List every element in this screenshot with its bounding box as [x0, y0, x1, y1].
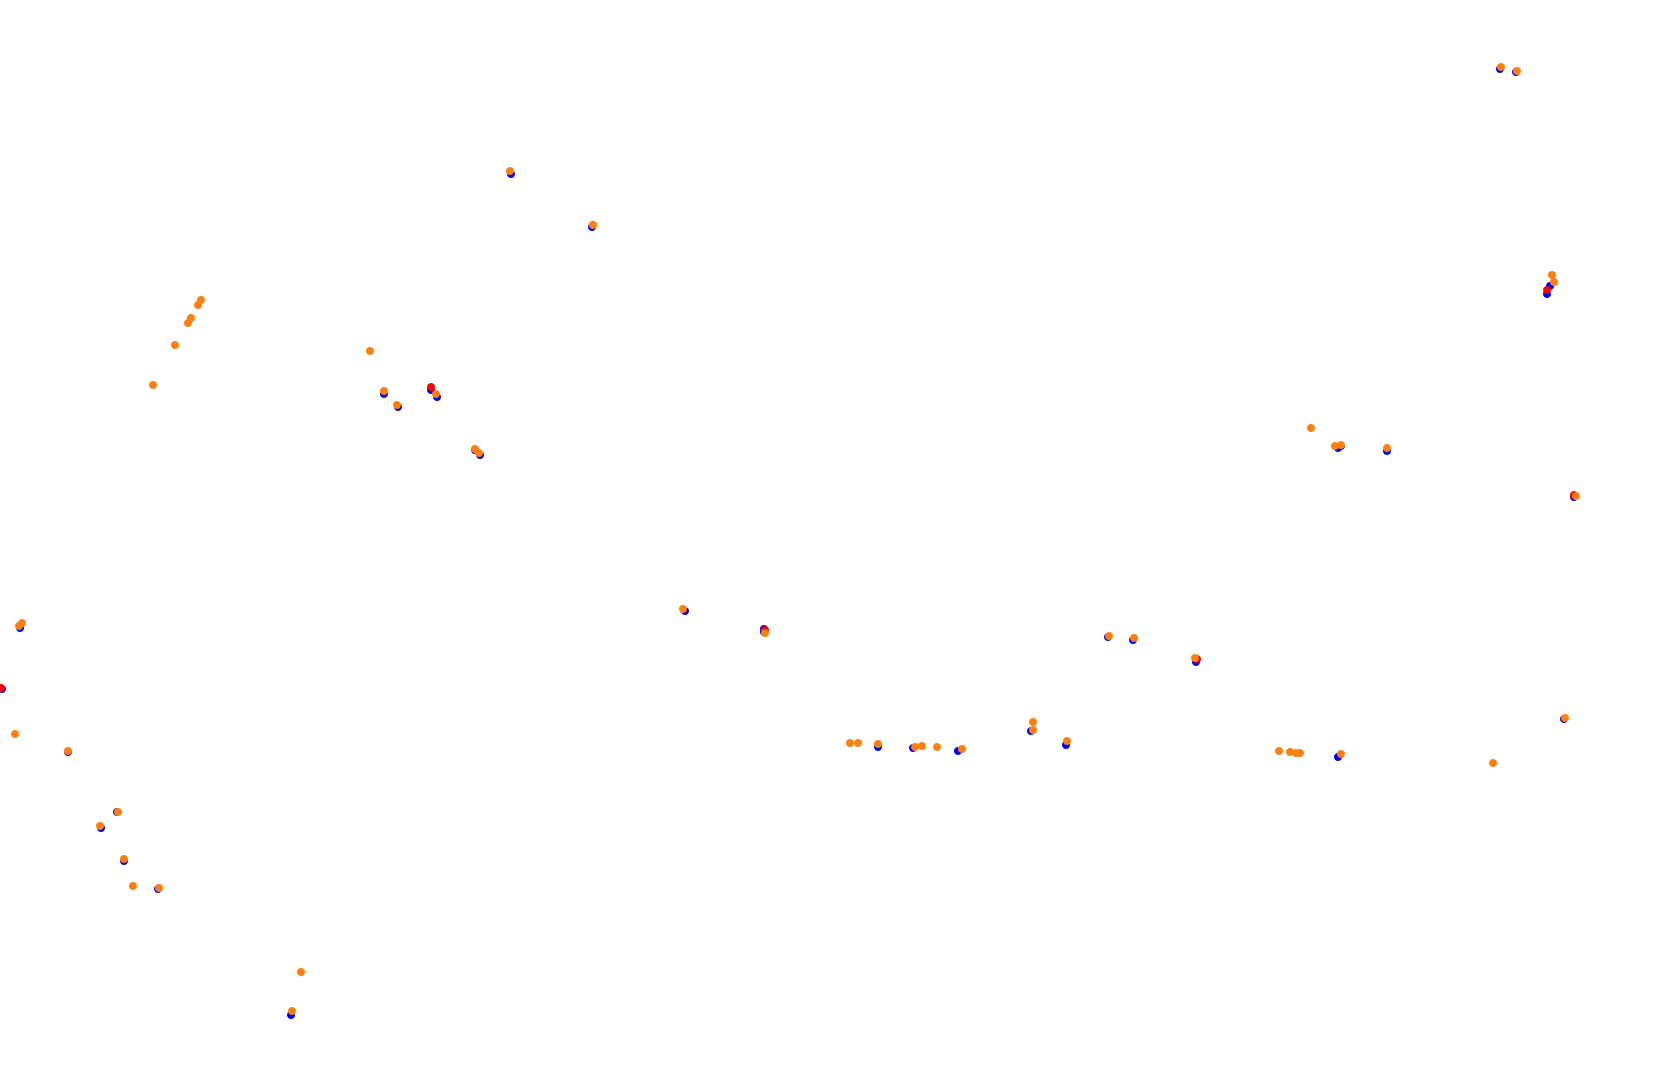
data-point-s2-4	[1548, 271, 1556, 279]
data-point-s2-30	[1191, 654, 1199, 662]
data-point-s2-53	[1561, 714, 1569, 722]
data-point-s2-54	[297, 968, 305, 976]
data-point-s2-55	[288, 1007, 296, 1015]
data-point-s2-3	[589, 221, 597, 229]
data-point-s2-0	[1497, 63, 1505, 71]
data-point-s2-12	[366, 347, 374, 355]
data-point-s2-38	[854, 739, 862, 747]
data-point-s2-52	[1489, 759, 1497, 767]
data-point-s2-34	[120, 855, 128, 863]
data-point-s2-41	[918, 742, 926, 750]
data-point-s2-42	[933, 743, 941, 751]
data-point-s2-22	[1572, 492, 1580, 500]
data-point-s2-47	[1275, 747, 1283, 755]
data-point-s2-21	[1383, 444, 1391, 452]
data-point-s2-40	[911, 743, 919, 751]
data-point-s2-26	[15, 622, 23, 630]
data-point-s2-35	[129, 882, 137, 890]
data-point-s1-6	[0, 684, 5, 692]
data-point-s2-31	[64, 747, 72, 755]
data-point-s2-32	[96, 822, 104, 830]
data-point-s2-9	[184, 319, 192, 327]
data-point-s2-36	[155, 884, 163, 892]
data-point-s2-1	[1513, 67, 1521, 75]
data-point-s2-10	[171, 341, 179, 349]
data-point-s2-50	[1296, 749, 1304, 757]
data-point-s2-23	[679, 605, 687, 613]
data-point-s2-37	[846, 739, 854, 747]
data-point-s2-15	[432, 390, 440, 398]
data-point-s2-33	[114, 808, 122, 816]
data-point-s2-44	[1029, 718, 1037, 726]
data-point-s2-14	[393, 401, 401, 409]
data-point-s2-2	[506, 167, 514, 175]
data-point-s2-18	[1307, 424, 1315, 432]
data-point-s2-7	[194, 301, 202, 309]
data-point-s2-45	[1029, 726, 1037, 734]
series-2	[11, 63, 1580, 1015]
data-point-s1-2	[1543, 286, 1551, 294]
data-point-s2-43	[958, 745, 966, 753]
data-point-s2-19	[1331, 442, 1339, 450]
data-point-s2-5	[1550, 278, 1558, 286]
data-point-s2-24	[761, 629, 769, 637]
data-point-s2-51	[1337, 750, 1345, 758]
data-point-s2-39	[874, 740, 882, 748]
scatter-points	[0, 63, 1580, 1019]
data-point-s2-13	[380, 387, 388, 395]
data-point-s2-11	[149, 381, 157, 389]
data-point-s2-28	[1105, 632, 1113, 640]
data-point-s2-17	[475, 449, 483, 457]
data-point-s1-1	[427, 383, 435, 391]
data-point-s2-20	[1337, 441, 1345, 449]
data-point-s2-29	[1130, 634, 1138, 642]
data-point-s2-27	[11, 730, 19, 738]
data-point-s2-48	[1286, 748, 1294, 756]
data-point-s2-46	[1063, 737, 1071, 745]
